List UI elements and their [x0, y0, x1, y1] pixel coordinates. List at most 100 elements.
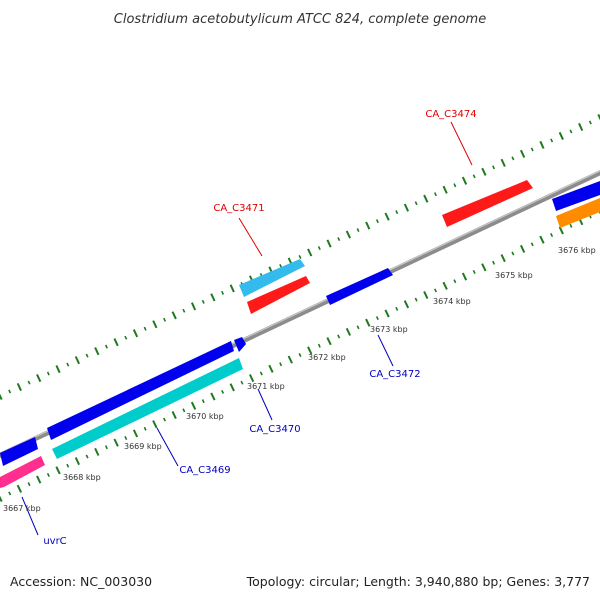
ruler-tick	[248, 374, 255, 383]
gene-feature-arrow[interactable]	[234, 337, 246, 352]
ruler-tick	[558, 131, 564, 141]
ruler-tick	[240, 380, 244, 385]
ruler-tick	[85, 353, 89, 358]
ruler-tick	[143, 326, 147, 331]
map-title: Clostridium acetobutylicum ATCC 824, com…	[114, 12, 486, 27]
ruler-tick	[104, 344, 108, 349]
ruler-tick	[453, 183, 457, 188]
ruler-tick	[511, 156, 515, 161]
ruler-tick	[104, 445, 108, 450]
gene-feature-arrow[interactable]	[326, 268, 393, 305]
ruler-tick	[481, 263, 487, 272]
ruler-tick	[132, 429, 139, 438]
ruler-tick	[162, 417, 167, 422]
ruler-tick	[66, 463, 70, 468]
ruler-tick	[210, 392, 216, 401]
gene-feature-arrow[interactable]	[0, 437, 38, 466]
outer-tick-ruler	[0, 113, 600, 401]
ruler-tick	[588, 120, 592, 125]
tick-label: 3672 kbp	[308, 353, 346, 362]
ruler-tick	[492, 165, 496, 170]
tick-labels: 3667 kbp 3668 kbp 3669 kbp 3670 kbp 3671…	[3, 246, 596, 513]
ruler-tick	[356, 228, 360, 233]
ruler-tick	[190, 401, 197, 410]
gene-feature-arrow[interactable]	[47, 341, 234, 440]
ruler-tick	[182, 408, 186, 413]
ruler-tick	[539, 140, 545, 149]
gene-label-ca-c3472[interactable]: CA_C3472	[369, 369, 420, 380]
ruler-tick	[201, 399, 205, 404]
tick-label: 3670 kbp	[186, 412, 224, 421]
ruler-tick	[85, 454, 89, 459]
ruler-tick	[259, 371, 263, 376]
ruler-tick	[345, 327, 352, 336]
ruler-tick	[27, 482, 31, 487]
ruler-tick	[229, 284, 235, 293]
ruler-tick	[337, 334, 341, 339]
ruler-tick	[55, 466, 61, 475]
gene-feature-arrow[interactable]	[442, 180, 533, 227]
ruler-tick	[337, 237, 341, 242]
gene-feature-arrow[interactable]	[552, 181, 600, 211]
gene-label-ca-c3474[interactable]: CA_C3474	[425, 109, 476, 120]
ruler-tick	[414, 297, 418, 302]
gene-feature-arrow[interactable]	[239, 259, 305, 297]
ruler-tick	[113, 438, 119, 447]
ruler-tick	[511, 251, 515, 256]
ruler-tick	[492, 260, 496, 265]
ruler-tick	[16, 382, 22, 392]
ruler-tick	[461, 176, 468, 185]
ruler-tick	[268, 364, 274, 373]
gene-feature-arrow[interactable]	[52, 358, 243, 459]
ruler-tick	[94, 447, 100, 456]
gene-features	[0, 180, 600, 488]
ruler-tick	[317, 246, 321, 251]
tick-label: 3675 kbp	[495, 271, 533, 280]
ruler-tick	[375, 219, 379, 224]
inner-tick-ruler	[0, 207, 600, 503]
ruler-tick	[27, 380, 31, 385]
ruler-tick	[433, 192, 437, 197]
gene-feature-arrow[interactable]	[556, 198, 600, 228]
ruler-tick	[472, 269, 476, 274]
ruler-tick	[433, 288, 438, 293]
tick-label: 3669 kbp	[124, 442, 162, 451]
ruler-tick	[530, 242, 534, 247]
ruler-tick	[461, 272, 468, 281]
ruler-tick	[16, 484, 22, 493]
ruler-tick	[229, 383, 235, 392]
ruler-tick	[481, 167, 487, 176]
ruler-tick	[530, 147, 534, 152]
ruler-tick	[55, 365, 61, 374]
ruler-tick	[395, 210, 399, 215]
ruler-tick	[74, 457, 81, 466]
ruler-tick	[317, 343, 321, 348]
ruler-tick	[210, 293, 216, 302]
ruler-tick	[442, 281, 448, 290]
ruler-tick	[597, 113, 600, 121]
ruler-tick	[171, 311, 177, 320]
ruler-tick	[375, 316, 379, 321]
ruler-tick	[152, 420, 158, 429]
ruler-tick	[384, 309, 390, 318]
ruler-tick	[132, 329, 139, 338]
gene-label-uvrc[interactable]: uvrC	[43, 536, 66, 547]
gene-feature-arrow[interactable]	[247, 276, 310, 314]
gene-label-ca-c3470[interactable]: CA_C3470	[249, 424, 300, 435]
ruler-tick	[298, 255, 302, 259]
ruler-tick	[182, 308, 186, 313]
ruler-tick	[472, 174, 476, 179]
ruler-tick	[8, 389, 12, 394]
gene-label-ca-c3469[interactable]: CA_C3469	[179, 465, 230, 476]
ruler-tick	[365, 221, 371, 230]
gene-feature-arrow[interactable]	[0, 456, 45, 488]
ruler-tick	[414, 201, 418, 206]
tick-label: 3676 kbp	[558, 246, 596, 255]
gene-label-ca-c3471[interactable]: CA_C3471	[213, 203, 264, 214]
ruler-tick	[190, 302, 197, 311]
ruler-tick	[345, 230, 352, 239]
ruler-tick	[46, 371, 50, 376]
ruler-tick	[307, 248, 313, 257]
ruler-tick	[395, 306, 399, 311]
